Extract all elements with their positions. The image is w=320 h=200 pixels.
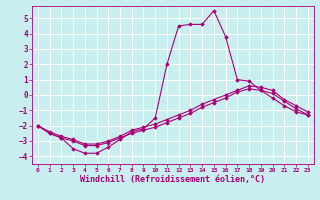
X-axis label: Windchill (Refroidissement éolien,°C): Windchill (Refroidissement éolien,°C) <box>80 175 265 184</box>
